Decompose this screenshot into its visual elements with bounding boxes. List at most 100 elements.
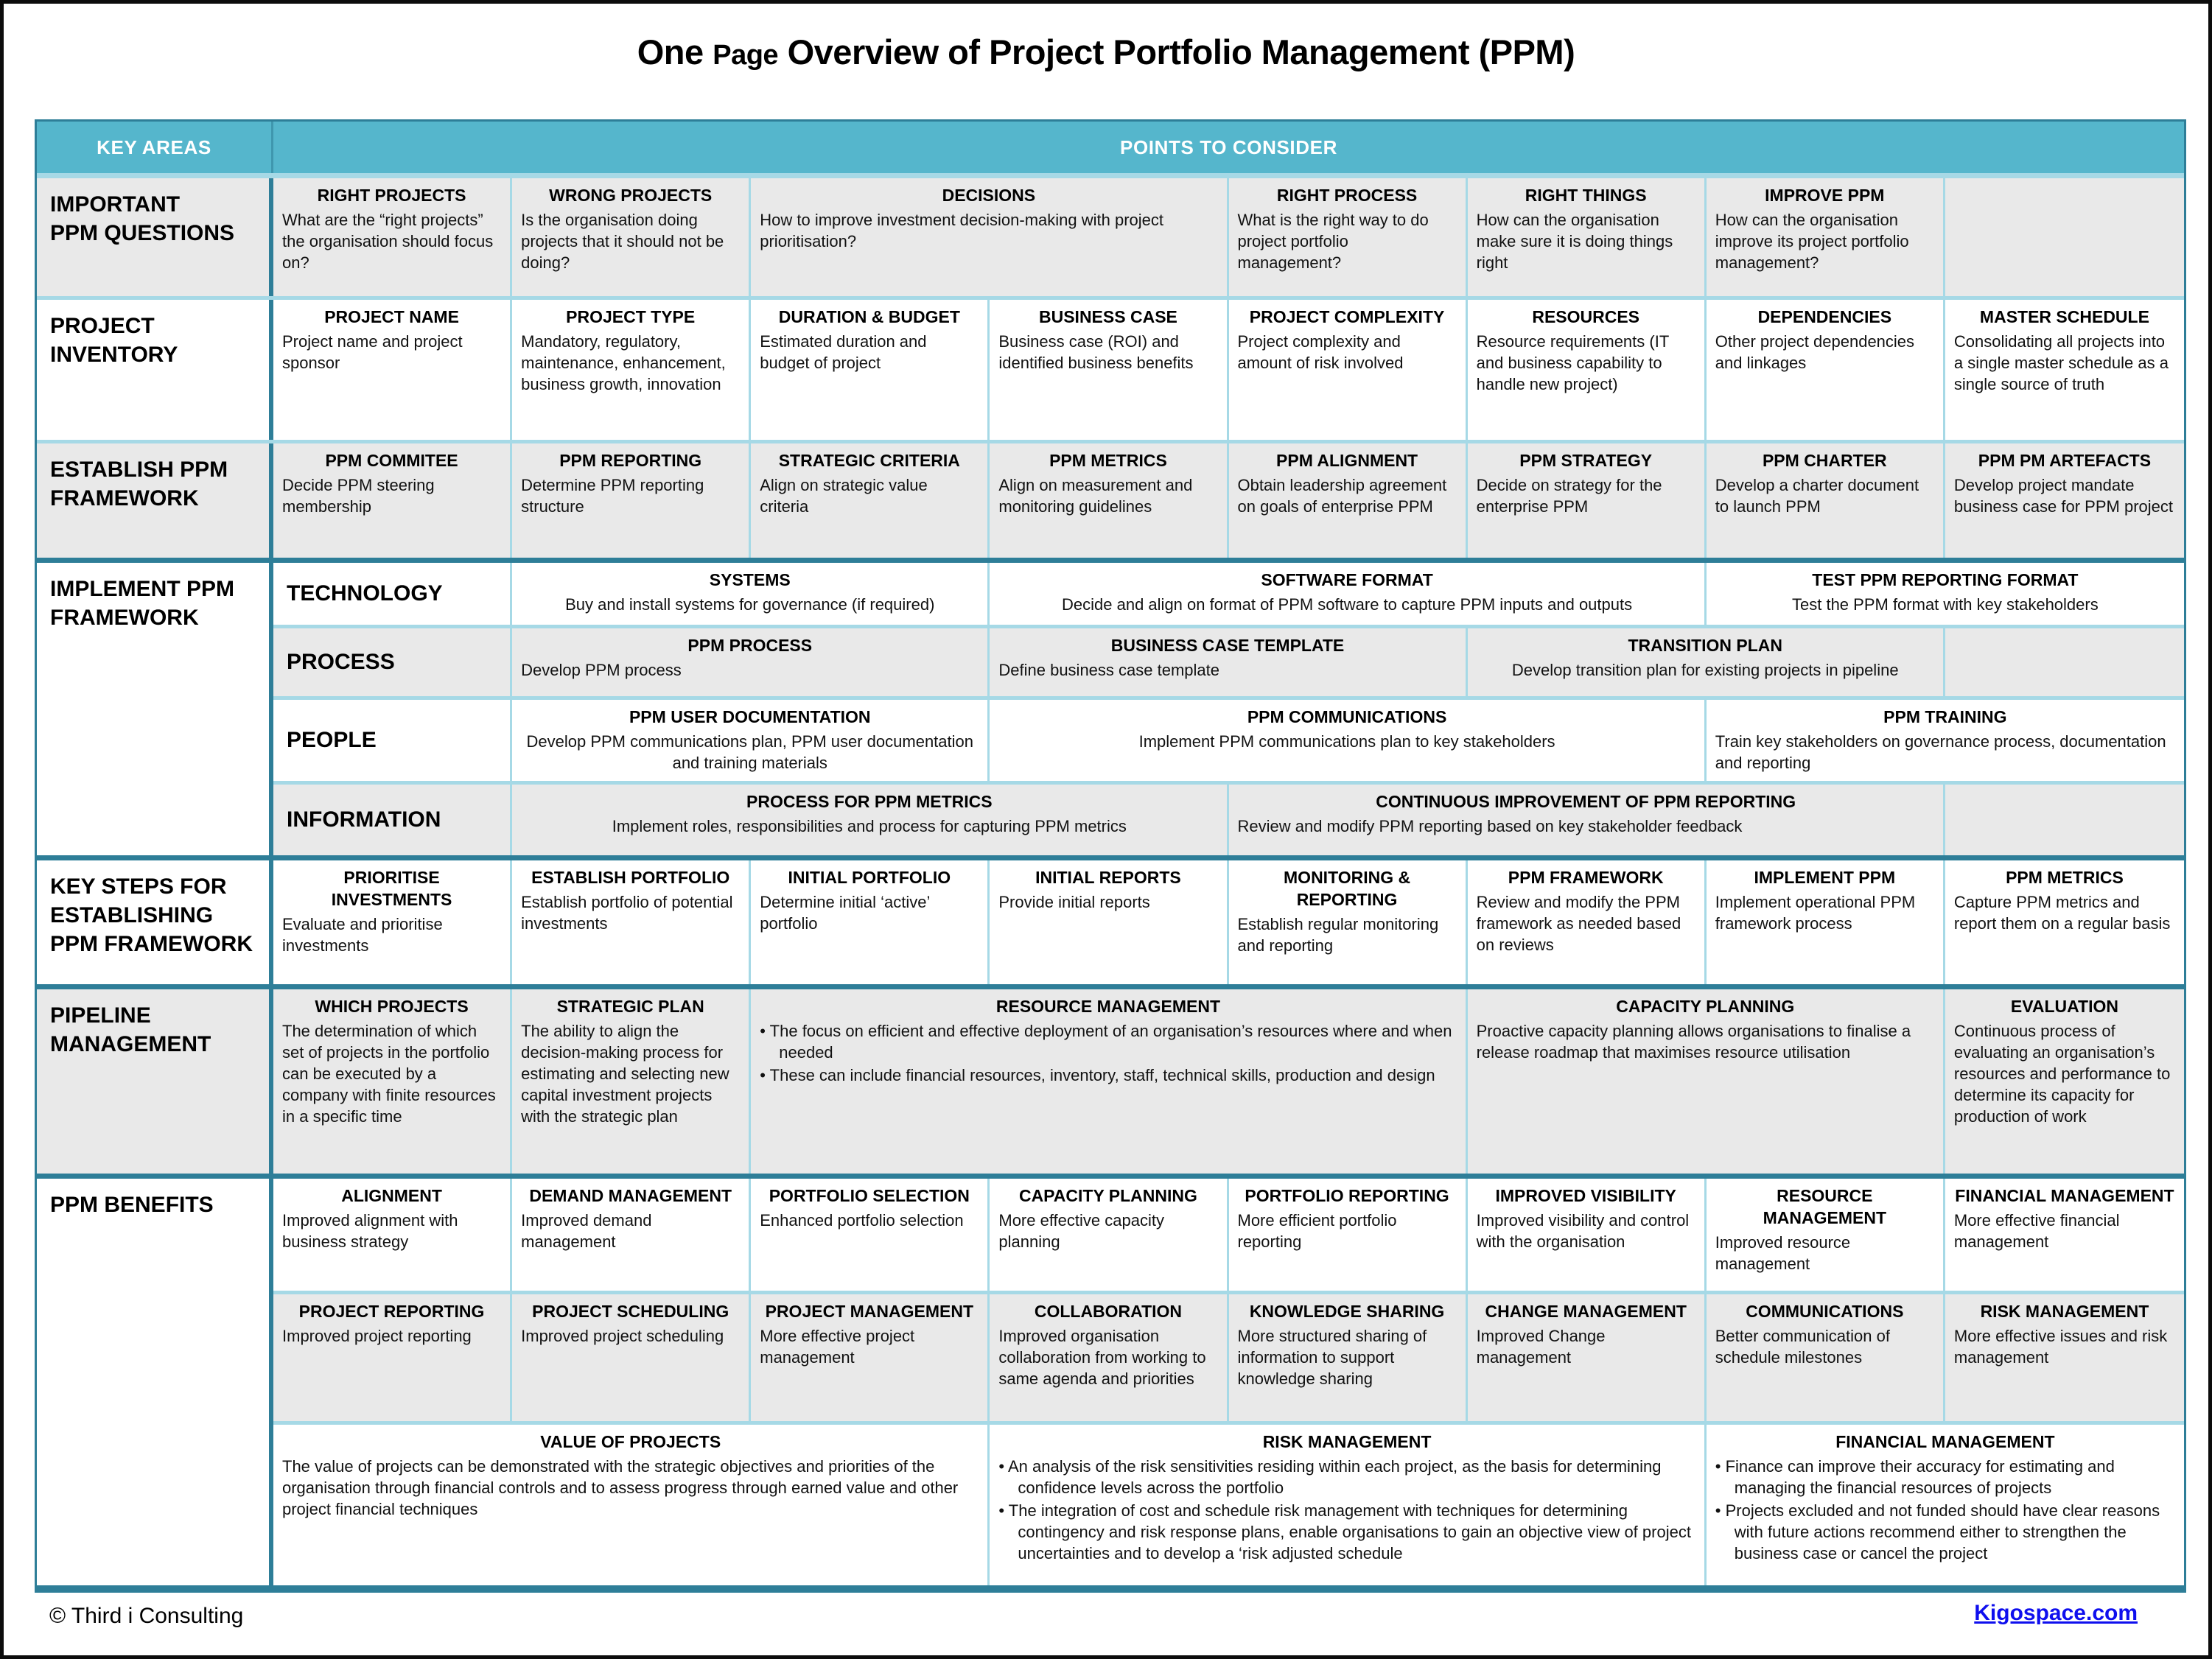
points-cell: VALUE OF PROJECTS The value of projects c… [273, 1424, 990, 1585]
subrow-information: INFORMATION PROCESS FOR PPM METRICS Imple… [273, 780, 2184, 855]
points-cell: TRANSITION PLAN Develop transition plan f… [1468, 628, 1945, 696]
key-area-ppm-benefits: PPM BENEFITS [37, 1178, 273, 1585]
row-project-inventory: PROJECT INVENTORY PROJECT NAME Project na… [37, 296, 2184, 440]
cell-title: ESTABLISH PORTFOLIO [531, 867, 730, 887]
key-area-pipeline-management: PIPELINE MANAGEMENT [37, 989, 273, 1174]
points-cell: PROJECT SCHEDULING Improved project sched… [512, 1294, 752, 1421]
cell-bullet-list: An analysis of the risk sensitivities re… [998, 1456, 1695, 1565]
copyright-text: © Third i Consulting [49, 1604, 244, 1628]
points-cell: STRATEGIC CRITERIA Align on strategic val… [751, 443, 990, 558]
cell-body: More effective issues and risk managemen… [1953, 1326, 2168, 1367]
cell-body: What is the right way to do project port… [1237, 210, 1429, 272]
cell-body: Test the PPM format with key stakeholder… [1792, 594, 2099, 614]
bullet-item: The integration of cost and schedule ris… [998, 1500, 1695, 1564]
cell-title: TRANSITION PLAN [1628, 636, 1783, 655]
cell-body: The ability to align the decision-making… [521, 1021, 729, 1126]
bullet-item: The focus on efficient and effective dep… [760, 1020, 1456, 1063]
cell-title: DEMAND MANAGEMENT [529, 1185, 732, 1205]
subrow-people: PEOPLE PPM USER DOCUMENTATION Develop PPM… [273, 696, 2184, 781]
cell-title: RISK MANAGEMENT [1262, 1431, 1432, 1451]
cell-title: PROJECT COMPLEXITY [1249, 307, 1445, 326]
points-cell: ESTABLISH PORTFOLIO Establish portfolio o… [512, 860, 752, 984]
title-part-2: Page [713, 40, 779, 71]
points-cell: CAPACITY PLANNING More effective capacity… [990, 1178, 1229, 1291]
cell-body: The value of projects can be demonstrate… [282, 1456, 959, 1518]
cell-body: Project complexity and amount of risk in… [1237, 332, 1404, 372]
empty-cell [1945, 785, 2184, 855]
cell-title: DECISIONS [942, 186, 1036, 205]
key-area-implement-ppm-framework: IMPLEMENT PPM FRAMEWORK [37, 563, 273, 855]
cell-title: EVALUATION [2010, 996, 2118, 1016]
cell-body: Review and modify the PPM framework as n… [1476, 892, 1681, 954]
cell-body: Improved alignment with business strateg… [282, 1210, 458, 1251]
points-cell: RESOURCE MANAGEMENT The focus on efficie… [751, 989, 1468, 1174]
points-cell: PPM COMMITEE Decide PPM steering membersh… [273, 443, 513, 558]
points-cell: COMMUNICATIONS Better communication of sc… [1707, 1294, 1945, 1421]
points-cell: PPM STRATEGY Decide on strategy for the e… [1468, 443, 1707, 558]
empty-cell [1945, 628, 2184, 696]
ppm-overview-table: KEY AREAS POINTS TO CONSIDER IMPORTANT P… [35, 119, 2186, 1593]
cell-title: STRATEGIC CRITERIA [778, 451, 960, 470]
points-cell: PPM PROCESS Develop PPM process [512, 628, 990, 696]
cell-body: Train key stakeholders on governance pro… [1715, 732, 2166, 772]
cell-body: More effective capacity planning [998, 1210, 1164, 1251]
cell-body: Mandatory, regulatory, maintenance, enha… [521, 332, 726, 393]
subrow-label-people: PEOPLE [273, 700, 513, 781]
subrow-technology: TECHNOLOGY SYSTEMS Buy and install system… [273, 563, 2184, 625]
cell-body: Project name and project sponsor [282, 332, 463, 372]
key-area-establish-ppm-framework: ESTABLISH PPM FRAMEWORK [37, 443, 273, 558]
points-cell: PROJECT REPORTING Improved project report… [273, 1294, 513, 1421]
cell-title: RESOURCES [1532, 307, 1640, 326]
cell-body: Improved resource management [1715, 1232, 1851, 1273]
cell-title: IMPROVED VISIBILITY [1495, 1185, 1676, 1205]
cell-body: Buy and install systems for governance (… [565, 594, 935, 614]
cell-body: Obtain leadership agreement on goals of … [1237, 475, 1447, 516]
cell-title: PORTFOLIO REPORTING [1245, 1185, 1449, 1205]
cell-title: INITIAL PORTFOLIO [788, 867, 951, 887]
points-cell: IMPROVED VISIBILITY Improved visibility a… [1468, 1178, 1707, 1291]
cell-title: RIGHT PROCESS [1276, 186, 1418, 205]
points-cell: BUSINESS CASE TEMPLATE Define business ca… [990, 628, 1468, 696]
points-cell: DEMAND MANAGEMENT Improved demand managem… [512, 1178, 752, 1291]
points-cell: EVALUATION Continuous process of evaluati… [1945, 989, 2184, 1174]
subrow-process: PROCESS PPM PROCESS Develop PPM process B… [273, 625, 2184, 696]
bullet-item: An analysis of the risk sensitivities re… [998, 1456, 1695, 1498]
points-cell: STRATEGIC PLAN The ability to align the d… [512, 989, 752, 1174]
points-cell: IMPROVE PPM How can the organisation impr… [1707, 178, 1945, 296]
cell-title: PROJECT TYPE [566, 307, 696, 326]
subrow-label-technology: TECHNOLOGY [273, 563, 513, 625]
points-cell: KNOWLEDGE SHARING More structured sharing… [1229, 1294, 1468, 1421]
cell-body: Develop project mandate business case fo… [1953, 475, 2174, 516]
key-area-important-ppm-questions: IMPORTANT PPM QUESTIONS [37, 178, 273, 296]
cell-body: Develop PPM process [521, 660, 682, 679]
key-area-key-steps: KEY STEPS FOR ESTABLISHING PPM FRAMEWORK [37, 860, 273, 984]
row-pipeline-management: PIPELINE MANAGEMENT WHICH PROJECTS The de… [37, 983, 2184, 1174]
cell-title: PPM PM ARTEFACTS [1978, 451, 2152, 470]
cell-title: RESOURCE MANAGEMENT [1763, 1185, 1886, 1227]
points-cell: PROJECT NAME Project name and project spo… [273, 300, 513, 440]
subrow-benefits-3: VALUE OF PROJECTS The value of projects c… [273, 1420, 2184, 1585]
cell-body: Enhanced portfolio selection [760, 1210, 964, 1230]
cell-title: MASTER SCHEDULE [1979, 307, 2149, 326]
cell-body: More effective financial management [1953, 1210, 2120, 1251]
points-cell: DECISIONS How to improve investment decis… [751, 178, 1229, 296]
points-cell: RESOURCES Resource requirements (IT and b… [1468, 300, 1707, 440]
cell-body: Continuous process of evaluating an orga… [1953, 1021, 2171, 1126]
subrow-label-information: INFORMATION [273, 784, 513, 855]
cell-title: FINANCIAL MANAGEMENT [1835, 1431, 2055, 1451]
points-cell: FINANCIAL MANAGEMENT More effective finan… [1945, 1179, 2184, 1291]
header-points-to-consider: POINTS TO CONSIDER [1120, 136, 1337, 158]
row-establish-ppm-framework: ESTABLISH PPM FRAMEWORK PPM COMMITEE Deci… [37, 440, 2184, 558]
cell-title: PPM CHARTER [1762, 451, 1887, 470]
cell-title: PPM FRAMEWORK [1508, 867, 1664, 887]
cell-body: Determine initial ‘active’ portfolio [760, 892, 930, 933]
points-cell: MASTER SCHEDULE Consolidating all project… [1945, 300, 2184, 440]
cell-title: PORTFOLIO SELECTION [769, 1185, 970, 1205]
points-cell: TEST PPM REPORTING FORMAT Test the PPM fo… [1707, 563, 2184, 625]
cell-title: DURATION & BUDGET [778, 307, 960, 326]
kigospace-link[interactable]: Kigospace.com [1974, 1601, 2138, 1625]
points-cell: RIGHT PROCESS What is the right way to do… [1229, 178, 1468, 296]
cell-body: Capture PPM metrics and report them on a… [1953, 892, 2171, 933]
cell-body: Business case (ROI) and identified busin… [998, 332, 1194, 372]
cell-body: Improved organisation collaboration from… [998, 1326, 1206, 1388]
